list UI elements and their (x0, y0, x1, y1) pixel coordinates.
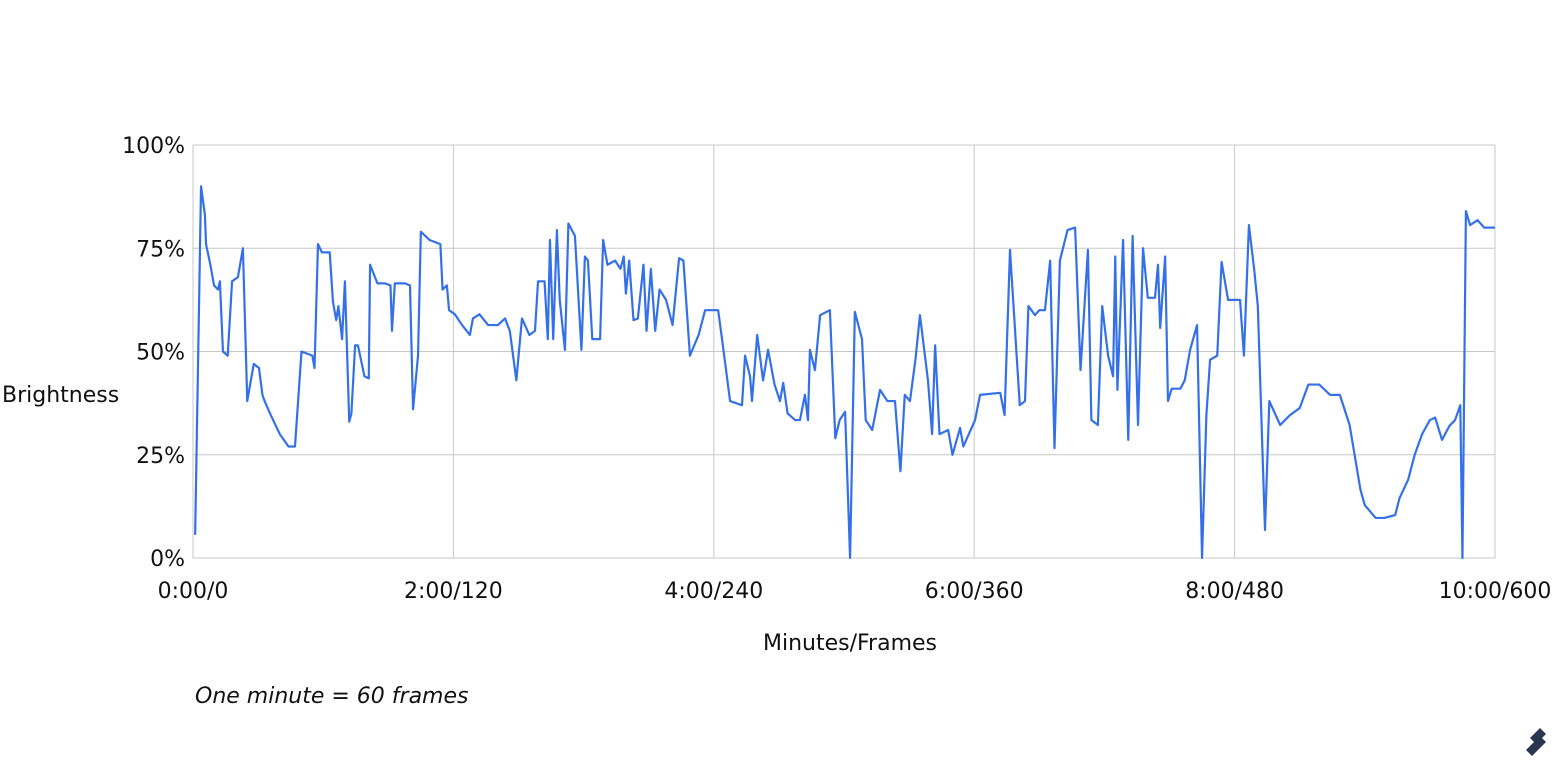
y-tick-label: 50% (136, 341, 185, 366)
y-tick-label: 75% (136, 237, 185, 262)
y-tick-label: 0% (150, 547, 185, 572)
x-tick-label: 6:00/360 (925, 579, 1024, 604)
note: One minute = 60 frames (195, 684, 469, 709)
x-tick-label: 2:00/120 (404, 579, 503, 604)
x-tick-label: 10:00/600 (1439, 579, 1552, 604)
x-tick-label: 0:00/0 (158, 579, 229, 604)
y-tick-label: 25% (136, 444, 185, 469)
x-axis-label: Minutes/Frames (763, 631, 937, 656)
x-tick-label: 4:00/240 (664, 579, 763, 604)
y-axis-label: Brightness (2, 383, 119, 408)
x-tick-label: 8:00/480 (1185, 579, 1284, 604)
data-line (194, 185, 1495, 560)
y-tick-label: 100% (122, 134, 185, 159)
logo (1526, 728, 1546, 756)
